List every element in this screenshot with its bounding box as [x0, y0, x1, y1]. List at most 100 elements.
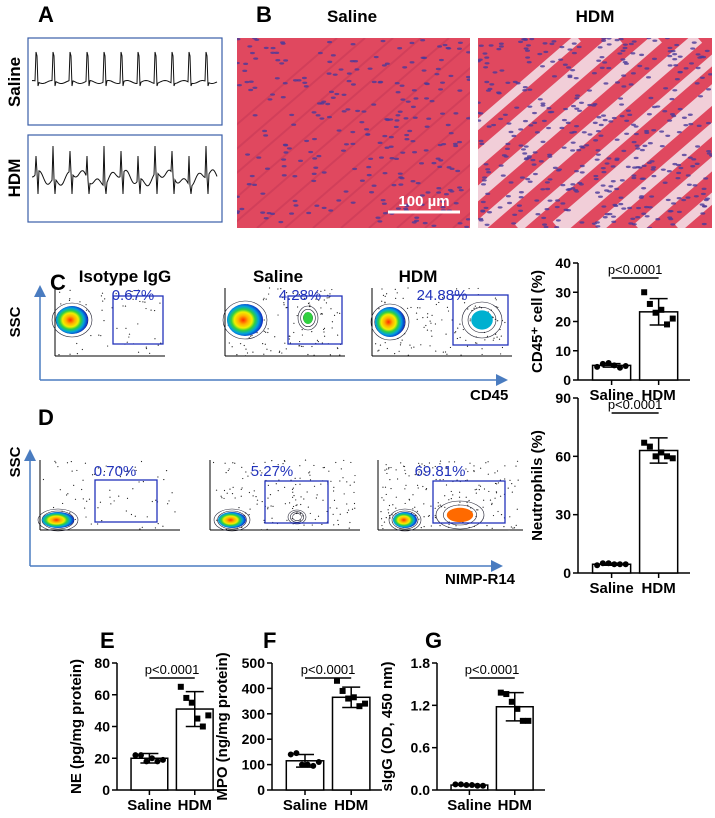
nucleus	[325, 102, 331, 106]
density-core	[56, 306, 88, 334]
event-dot	[418, 462, 420, 464]
event-dot	[137, 323, 139, 325]
event-dot	[244, 355, 247, 357]
event-dot	[453, 461, 456, 463]
event-dot	[76, 469, 78, 472]
nucleus	[274, 51, 280, 55]
event-dot	[283, 460, 286, 462]
event-dot	[223, 489, 226, 492]
event-dot	[336, 347, 339, 349]
event-dot	[425, 324, 427, 327]
nucleus	[643, 205, 649, 209]
event-dot	[425, 471, 427, 473]
event-dot	[255, 496, 257, 498]
event-dot	[388, 466, 390, 469]
event-dot	[277, 314, 279, 316]
nucleus	[393, 157, 399, 161]
nucleus	[570, 141, 576, 144]
x-tick-label-saline: Saline	[283, 797, 327, 814]
nucleus	[595, 153, 601, 156]
data-point	[646, 300, 653, 307]
event-dot	[417, 487, 419, 489]
contour	[435, 500, 485, 530]
nucleus	[651, 57, 657, 61]
event-dot	[270, 350, 272, 352]
event-dot	[316, 339, 319, 341]
event-dot	[314, 518, 316, 521]
event-dot	[379, 344, 382, 346]
nucleus	[600, 166, 606, 170]
nucleus	[377, 220, 383, 223]
event-dot	[418, 471, 420, 473]
nucleus	[486, 170, 492, 174]
nucleus	[488, 44, 494, 47]
y-tick-label: 20	[555, 314, 571, 330]
event-dot	[60, 303, 62, 305]
nucleus	[484, 62, 490, 65]
nucleus	[518, 40, 524, 44]
event-dot	[309, 304, 311, 306]
nucleus	[349, 59, 355, 63]
nucleus	[527, 105, 533, 108]
nucleus	[319, 117, 325, 120]
event-dot	[378, 308, 380, 310]
event-dot	[403, 465, 405, 467]
bar-chart-e: 0 20 40 60 80 NE (pg/mg protein) Saline HDM p<0.…	[68, 655, 225, 814]
event-dot	[487, 461, 489, 463]
event-dot	[256, 499, 259, 501]
nucleus	[651, 129, 657, 132]
data-point	[519, 717, 526, 724]
nucleus	[622, 60, 628, 64]
nucleus	[525, 44, 531, 47]
data-point	[658, 306, 665, 313]
event-dot	[335, 461, 337, 464]
event-dot	[475, 492, 477, 494]
event-dot	[62, 502, 64, 505]
event-dot	[54, 460, 56, 463]
nucleus	[364, 128, 370, 131]
event-dot	[480, 467, 482, 469]
event-dot	[337, 519, 339, 521]
event-dot	[248, 337, 250, 339]
data-point	[611, 561, 618, 568]
nucleus	[518, 128, 524, 131]
nucleus	[457, 222, 463, 225]
event-dot	[468, 287, 470, 290]
nucleus	[281, 158, 287, 161]
nucleus	[404, 204, 410, 208]
nucleus	[407, 129, 413, 133]
nucleus	[666, 169, 672, 173]
event-dot	[492, 514, 495, 517]
nucleus	[630, 217, 636, 220]
nucleus	[498, 164, 504, 167]
event-dot	[101, 520, 103, 522]
event-dot	[461, 298, 464, 300]
event-dot	[322, 499, 324, 501]
event-dot	[494, 497, 496, 499]
event-dot	[288, 335, 290, 337]
event-dot	[301, 334, 304, 336]
event-dot	[240, 495, 242, 497]
nucleus	[400, 151, 406, 154]
row-label-hdm: HDM	[5, 159, 24, 198]
nucleus	[649, 160, 655, 163]
event-dot	[226, 492, 228, 494]
nucleus	[687, 113, 693, 116]
nucleus	[574, 124, 580, 128]
nucleus	[537, 98, 543, 101]
event-dot	[426, 316, 429, 318]
event-dot	[328, 470, 330, 472]
event-dot	[239, 343, 242, 345]
nucleus	[424, 97, 430, 100]
nucleus	[606, 157, 612, 160]
event-dot	[311, 345, 313, 348]
nucleus	[676, 171, 682, 175]
data-point	[362, 700, 369, 707]
nucleus	[694, 162, 700, 166]
event-dot	[496, 483, 498, 485]
nucleus	[639, 53, 645, 57]
event-dot	[492, 339, 494, 341]
event-dot	[69, 289, 71, 291]
event-dot	[463, 302, 466, 304]
nucleus	[674, 77, 680, 81]
